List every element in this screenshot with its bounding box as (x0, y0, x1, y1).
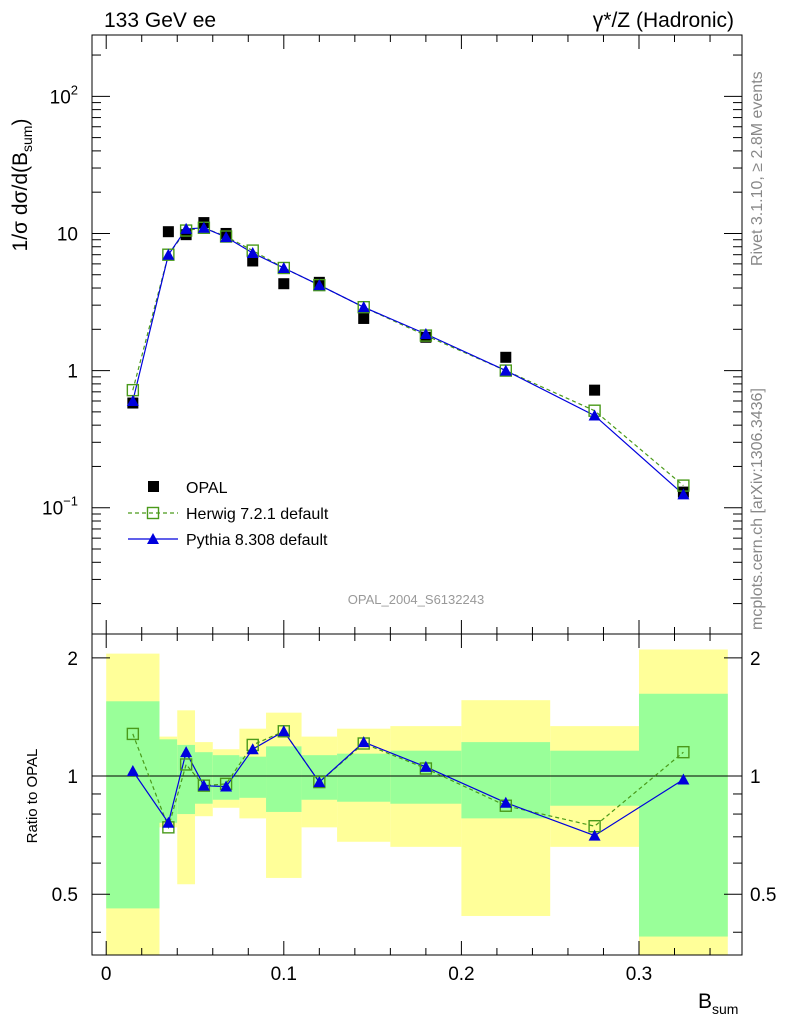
main-y-axis-label: 1/σ dσ/d(Bsum) (9, 119, 35, 252)
opal-point-6 (278, 278, 290, 290)
pythia-ratio-point-7 (313, 776, 326, 788)
main-y-tick-label-2: 10 (57, 224, 78, 245)
pythia-point-2 (180, 222, 193, 234)
x-tick-label-1: 0.1 (271, 964, 297, 985)
legend-pythia-marker (147, 533, 159, 544)
ratio-y-axis-label: Ratio to OPAL (24, 749, 41, 844)
legend-pythia-label: Pythia 8.308 default (186, 532, 328, 549)
ratio-y-tick-label-left-0: 0.5 (52, 885, 78, 906)
herwig-ratio-point-2 (179, 758, 193, 771)
pythia-ratio-point-0 (126, 764, 139, 776)
pythia-ratio-point-5 (246, 743, 259, 755)
legend-herwig-label: Herwig 7.2.1 default (186, 506, 329, 523)
band-inner-11 (550, 750, 639, 806)
legend-opal-label: OPAL (186, 480, 228, 497)
opal-point-10 (500, 351, 512, 363)
ratio-y-tick-label-right-2: 2 (750, 649, 761, 670)
pythia-ratio-point-8 (357, 736, 370, 748)
pythia-point-11 (588, 409, 601, 421)
main-series-layer (126, 217, 690, 500)
pythia-ratio-point-11 (588, 829, 601, 841)
ratio-series-layer (126, 725, 690, 841)
opal-point-2 (180, 229, 192, 241)
herwig-ratio-point-0 (126, 727, 140, 741)
opal-point-8 (358, 312, 370, 324)
opal-point-5 (247, 255, 259, 267)
herwig-line (132, 227, 684, 487)
pythia-point-4 (220, 231, 233, 243)
legend-herwig-marker (146, 506, 160, 520)
pythia-ratio-point-9 (419, 760, 432, 772)
pythia-point-8 (357, 301, 370, 313)
band-inner-12 (638, 693, 728, 937)
opal-point-1 (162, 226, 174, 238)
pythia-point-3 (197, 221, 210, 233)
band-inner-1 (159, 739, 178, 823)
pythia-line (132, 227, 684, 495)
pythia-point-6 (277, 261, 290, 273)
pythia-point-10 (499, 364, 512, 376)
x-tick-label-3: 0.3 (626, 964, 652, 985)
header-right: γ*/Z (Hadronic) (593, 9, 734, 32)
analysis-watermark: OPAL_2004_S6132243 (348, 592, 484, 607)
band-inner-4 (212, 755, 240, 800)
pythia-ratio-point-6 (277, 725, 290, 737)
legend: OPAL Herwig 7.2.1 default Pythia 8.308 d… (128, 480, 329, 549)
main-y-tick-label-1: 1 (67, 362, 78, 383)
pythia-ratio-point-3 (197, 779, 210, 791)
main-y-tick-label-0: 10−1 (42, 494, 78, 520)
pythia-point-5 (246, 247, 259, 259)
legend-opal-marker (148, 481, 159, 492)
band-inner-2 (177, 744, 196, 815)
ratio-y-tick-label-right-0: 0.5 (750, 885, 776, 906)
pythia-point-9 (419, 327, 432, 339)
pythia-ratio-point-10 (499, 796, 512, 808)
pythia-ratio-point-12 (677, 773, 690, 785)
band-inner-0 (106, 701, 160, 909)
main-y-tick-label-3: 102 (50, 82, 78, 108)
header-left: 133 GeV ee (104, 9, 216, 32)
ratio-frame (91, 633, 743, 956)
main-axes: 10−1 1 10 102 (42, 34, 743, 635)
x-tick-label-2: 0.2 (448, 964, 474, 985)
ratio-axes: 0.5 0.5 1 1 2 2 0 0.1 0.2 0.3 (52, 633, 776, 985)
band-inner-5 (239, 756, 267, 798)
pythia-point-1 (162, 248, 175, 260)
ratio-y-tick-label-left-2: 2 (67, 649, 78, 670)
pythia-point-7 (313, 279, 326, 291)
rivet-label: Rivet 3.1.10, ≥ 2.8M events (749, 71, 766, 266)
x-axis-label: Bsum (698, 990, 738, 1017)
pythia-ratio-point-1 (162, 816, 175, 828)
pythia-point-12 (677, 488, 690, 500)
pythia-point-0 (126, 395, 139, 407)
mcplots-label: mcplots.cern.ch [arXiv:1306.3436] (749, 388, 766, 630)
band-inner-8 (337, 753, 391, 802)
herwig-ratio-point-12 (677, 745, 690, 759)
ratio-y-tick-label-left-1: 1 (67, 767, 78, 788)
ratio-y-tick-label-right-1: 1 (750, 767, 761, 788)
opal-point-11 (589, 384, 601, 396)
band-inner-6 (266, 746, 302, 812)
pythia-ratio-point-2 (180, 746, 193, 758)
ratio-uncertainty-bands (106, 649, 728, 955)
x-tick-label-0: 0 (101, 964, 112, 985)
pythia-ratio-point-4 (220, 780, 233, 792)
